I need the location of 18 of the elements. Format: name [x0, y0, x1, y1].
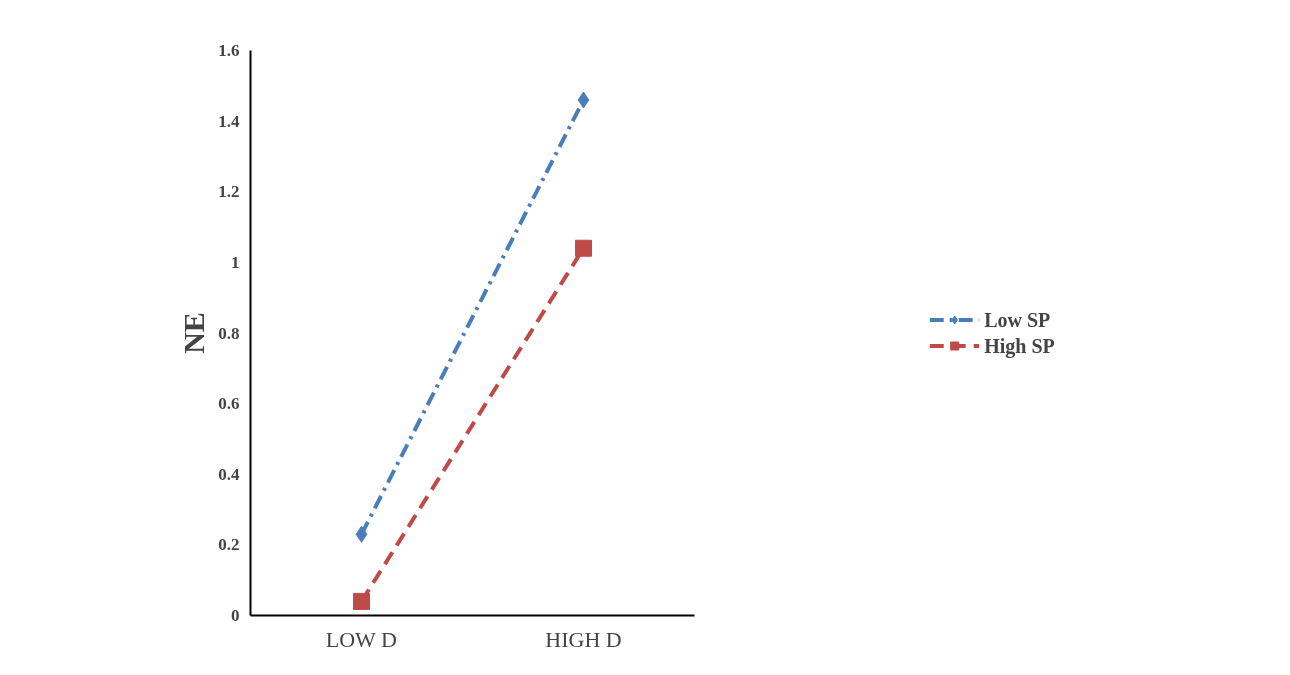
y-tick-label: 0.2	[218, 535, 240, 555]
y-axis-title: NE	[177, 312, 211, 354]
point	[577, 91, 590, 109]
y-tick-label: 1.4	[218, 111, 240, 131]
y-tick-label: 0	[231, 606, 240, 625]
y-tick-label: 0.8	[218, 323, 240, 343]
y-tick-label: 1	[231, 252, 240, 272]
legend-label: Low SP	[984, 308, 1051, 331]
y-tick-label: 1.2	[218, 182, 240, 202]
point	[353, 592, 370, 610]
point	[355, 525, 368, 543]
x-tick-label: HIGH D	[545, 626, 622, 652]
y-tick-label: 0.4	[218, 464, 240, 484]
x-tick-label: LOW D	[325, 626, 397, 652]
y-tick-label: 1.6	[218, 41, 240, 60]
y-tick-label: 0.6	[218, 394, 240, 414]
legend-label: High SP	[984, 334, 1055, 357]
point	[575, 239, 592, 257]
